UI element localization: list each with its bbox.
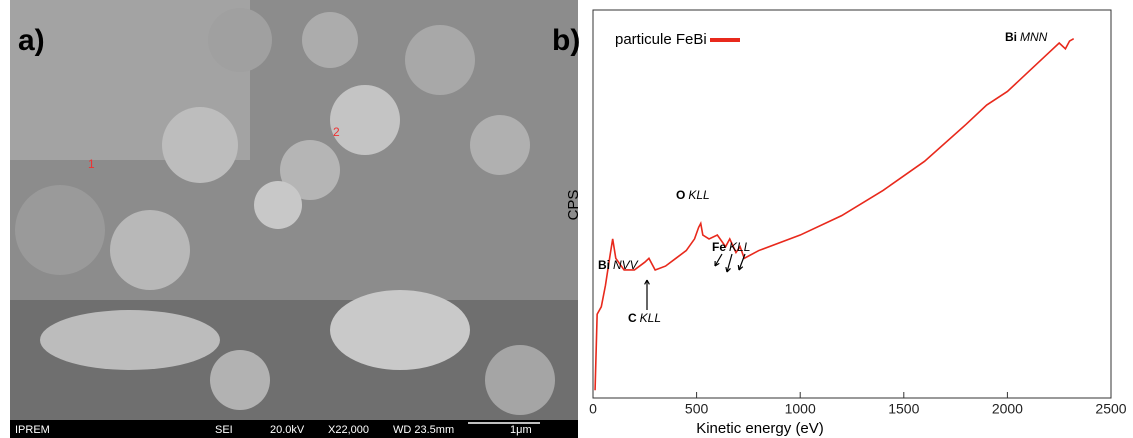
annotation-element: Fe	[712, 240, 726, 254]
info-text: 1μm	[510, 424, 532, 436]
x-tick-label: 1000	[785, 401, 816, 417]
info-text: SEI	[215, 424, 233, 436]
y-axis-title: CPS	[565, 190, 582, 221]
arrow-head	[737, 264, 744, 271]
annotation-transition: KLL	[640, 311, 661, 325]
annotation: O KLL	[676, 188, 710, 202]
info-text: X22,000	[328, 424, 369, 436]
x-tick-label: 1500	[888, 401, 919, 417]
data-line	[594, 38, 1075, 391]
annotation: C KLL	[628, 311, 661, 325]
annotation-transition: NVV	[613, 258, 639, 272]
plot-frame	[592, 9, 1112, 399]
info-text: IPREM	[15, 424, 50, 436]
arrow-head	[644, 279, 650, 285]
annotation-transition: MNN	[1020, 30, 1048, 44]
panel-label: a)	[18, 24, 45, 57]
panel-label: b)	[552, 24, 580, 57]
sem-image	[10, 0, 578, 438]
x-tick-label: 0	[589, 401, 597, 417]
x-tick-label: 2000	[992, 401, 1023, 417]
x-axis-title: Kinetic energy (eV)	[696, 420, 824, 437]
x-tick-label: 2500	[1095, 401, 1126, 417]
arrow	[738, 253, 746, 271]
marker: 1	[88, 157, 95, 171]
annotation-element: O	[676, 188, 685, 202]
annotation-transition: KLL	[688, 188, 709, 202]
annotation: Fe KLL	[712, 240, 750, 254]
arrow-head	[714, 260, 720, 267]
arrow-head	[725, 266, 731, 273]
arrow	[726, 253, 733, 273]
annotation: Bi NVV	[598, 258, 639, 272]
annotation-transition: KLL	[729, 240, 750, 254]
annotation-element: Bi	[1005, 30, 1017, 44]
annotation-element: C	[628, 311, 637, 325]
info-text: 20.0kV	[270, 424, 305, 436]
x-tick-label: 500	[685, 401, 709, 417]
marker: 2	[333, 125, 340, 139]
annotation-element: Bi	[598, 258, 610, 272]
info-text: WD 23.5mm	[393, 424, 454, 436]
annotation: Bi MNN	[1005, 30, 1048, 44]
arrow	[714, 253, 723, 267]
legend-label: particule FeBi	[615, 31, 707, 48]
